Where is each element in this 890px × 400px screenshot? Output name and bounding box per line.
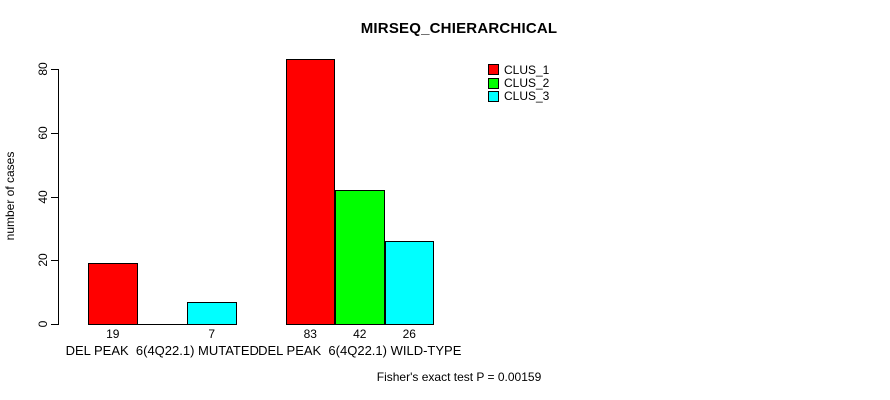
y-axis-tick-label: 60 (36, 126, 50, 140)
bar (285, 59, 335, 325)
legend: CLUS_1 CLUS_2 CLUS_3 (488, 63, 549, 103)
y-axis-tick-label: 80 (36, 62, 50, 76)
legend-label: CLUS_2 (504, 76, 550, 91)
bar-value-label: 42 (353, 327, 367, 341)
y-axis-tick (51, 324, 58, 325)
bar-zero-line (137, 324, 188, 325)
y-axis-title: number of cases (3, 151, 17, 241)
legend-item: CLUS_1 (488, 62, 550, 77)
y-axis-tick (51, 196, 58, 198)
chart-title: MIRSEQ_CHIERARCHICAL (360, 20, 558, 37)
legend-swatch (488, 77, 499, 89)
bar (335, 190, 385, 325)
y-axis-tick (51, 260, 58, 262)
legend-label: CLUS_3 (504, 89, 550, 104)
y-axis-tick-label: 0 (36, 320, 50, 328)
y-axis-tick-label: 20 (36, 253, 50, 267)
legend-label: CLUS_1 (504, 62, 550, 77)
bar-value-label: 19 (106, 327, 120, 341)
bar-value-label: 83 (303, 327, 317, 341)
y-axis-tick (51, 132, 58, 134)
bar-value-label: 26 (402, 327, 416, 341)
legend-swatch (488, 90, 499, 102)
fisher-test-annotation: Fisher's exact test P = 0.00159 (376, 370, 542, 384)
bar (187, 301, 237, 325)
legend-item: CLUS_2 (488, 76, 550, 91)
y-axis-tick-label: 40 (36, 189, 50, 204)
bar-value-label: 7 (208, 327, 216, 341)
y-axis-line (58, 69, 59, 325)
y-axis-tick (51, 69, 58, 70)
x-axis-group-label: DEL PEAK 6(4Q22.1) MUTATED (65, 343, 259, 358)
bar (384, 241, 434, 325)
x-axis-group-label: DEL PEAK 6(4Q22.1) WILD-TYPE (258, 343, 462, 358)
legend-item: CLUS_3 (488, 89, 550, 104)
legend-swatch (488, 64, 499, 76)
bar (88, 263, 138, 325)
